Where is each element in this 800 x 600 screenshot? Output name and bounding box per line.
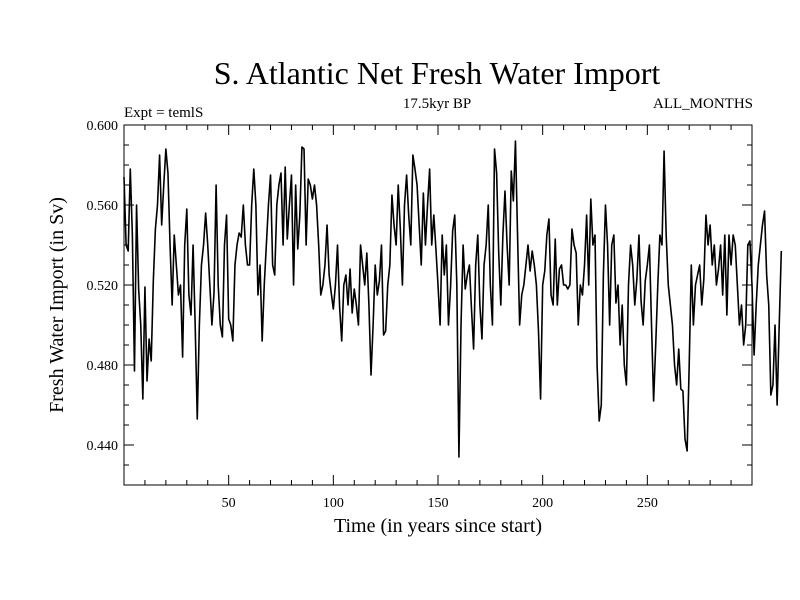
y-axis-tick-labels: 0.440 0.480 0.520 0.560 0.600 — [87, 119, 119, 454]
x-tick-label: 50 — [222, 496, 236, 511]
x-axis-ticks — [144, 125, 732, 485]
x-tick-label: 150 — [428, 496, 449, 511]
x-tick-label: 100 — [323, 496, 344, 511]
series-line-fresh-water-import — [123, 140, 783, 458]
x-axis-label: Time (in years since start) — [334, 515, 542, 537]
y-axis-label: Fresh Water Import (in Sv) — [46, 197, 68, 413]
y-tick-label: 0.560 — [87, 199, 119, 214]
experiment-label: Expt = temlS — [124, 105, 203, 121]
chart-title: S. Atlantic Net Fresh Water Import — [214, 55, 661, 91]
months-label: ALL_MONTHS — [653, 96, 753, 112]
x-tick-label: 200 — [532, 496, 553, 511]
y-tick-label: 0.440 — [87, 439, 119, 454]
x-tick-label: 250 — [637, 496, 658, 511]
y-tick-label: 0.520 — [87, 279, 119, 294]
x-axis-tick-labels: 50 100 150 200 250 — [222, 496, 658, 511]
chart-subtitle: 17.5kyr BP — [403, 96, 471, 112]
y-tick-label: 0.600 — [87, 119, 119, 134]
plot-area-frame — [123, 124, 753, 486]
y-tick-label: 0.480 — [87, 359, 119, 374]
